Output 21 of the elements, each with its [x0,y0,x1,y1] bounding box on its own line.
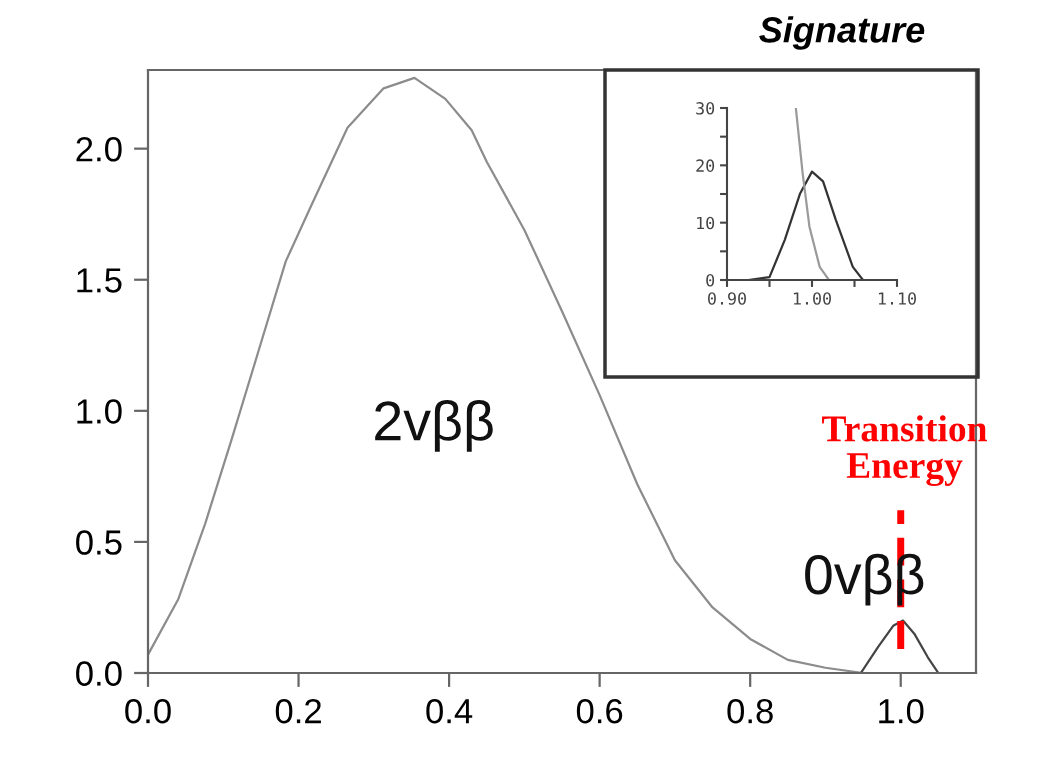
y-tick-label: 1.0 [77,399,122,424]
x-tick-label: 1.10 [878,292,916,305]
x-tick-label: 1.00 [793,292,831,305]
y-tick-label: 0.5 [76,530,122,555]
annotation: 0vββ [805,553,924,606]
x-tick-label: 0.6 [576,698,623,724]
x-tick-label: 0.90 [708,292,746,305]
y-tick-label: 20 [696,159,715,172]
y-tick-label: 0 [706,274,715,287]
y-tick-label: 30 [696,102,715,115]
y-tick-label: 2.0 [76,136,122,162]
annotation: 2vββ [375,399,493,452]
x-tick-label: 0.8 [727,698,773,724]
chart-title: Signature [759,16,925,50]
x-tick-label: 0.2 [275,698,321,724]
y-tick-label: 10 [697,216,715,230]
y-tick-label: 1.5 [77,268,122,293]
x-tick-label: 0.0 [125,698,171,724]
x-tick-label: 0.4 [426,698,473,724]
x-tick-label: 1.0 [879,698,924,724]
y-tick-label: 0.0 [76,661,122,686]
